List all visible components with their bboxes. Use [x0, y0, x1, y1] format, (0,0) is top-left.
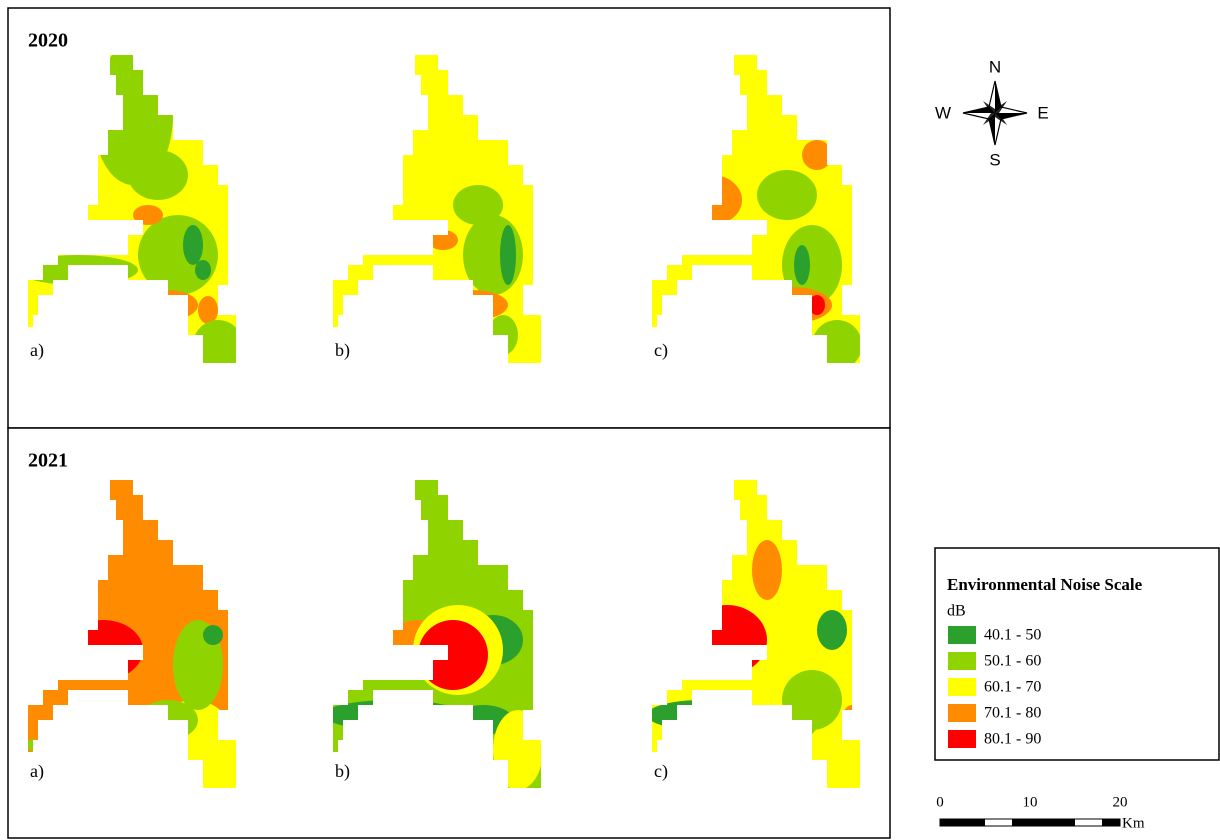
scale-segment: [1012, 819, 1030, 826]
noise-zone: [752, 540, 782, 600]
noise-zone: [133, 205, 163, 225]
map-label: c): [654, 761, 668, 782]
noise-zone: [794, 245, 810, 285]
noise-zone: [183, 225, 203, 265]
noise-zone: [453, 185, 503, 225]
scale-bar: 0 10 20 Km: [936, 794, 1145, 831]
legend-swatch: [948, 678, 976, 696]
noise-zone: [817, 610, 847, 650]
panel-year: 2021: [28, 450, 68, 472]
compass: [962, 80, 1028, 146]
legend-swatch: [948, 652, 976, 670]
scale-unit: Km: [1122, 815, 1145, 831]
noise-zone: [203, 625, 223, 645]
legend-swatch: [948, 626, 976, 644]
noise-zone: [193, 755, 236, 788]
legend-label: 60.1 - 70: [984, 679, 1041, 696]
noise-zone: [802, 140, 832, 170]
map-label: a): [30, 761, 44, 782]
noise-zone: [195, 260, 211, 280]
noise-zone: [757, 170, 817, 220]
noise-zone: [193, 320, 236, 363]
legend-box: [934, 547, 1220, 761]
legend-label: 80.1 - 90: [984, 731, 1041, 748]
legend-swatch: [948, 704, 976, 722]
scale-tick-label: 0: [936, 794, 944, 810]
compass-west: W: [935, 103, 951, 122]
map-label: c): [654, 340, 668, 361]
legend-label: 50.1 - 60: [984, 653, 1041, 670]
scale-tick-label: 10: [1023, 794, 1038, 810]
scale-segment: [1030, 819, 1075, 826]
noise-zone: [198, 296, 218, 324]
compass-north: N: [989, 57, 1001, 76]
scale-segment: [1102, 819, 1120, 826]
noise-zone: [128, 150, 188, 200]
legend-items: 40.1 - 50 50.1 - 60 60.1 - 70 70.1 - 80 80.1…: [948, 626, 1041, 748]
legend-label: 70.1 - 80: [984, 705, 1041, 722]
scale-tick-label: 20: [1113, 794, 1128, 810]
map-label: a): [30, 340, 44, 361]
noise-zone: [782, 225, 842, 305]
panel-year: 2020: [28, 30, 68, 52]
noise-map: [652, 55, 860, 363]
noise-zone: [428, 230, 458, 250]
compass-south: S: [989, 150, 1000, 169]
compass-east: E: [1037, 103, 1048, 122]
legend-label: 40.1 - 50: [984, 627, 1041, 644]
noise-zone: [809, 295, 825, 315]
noise-zone: [500, 225, 516, 285]
noise-zone: [418, 620, 488, 690]
legend-unit: dB: [947, 603, 966, 620]
map-fill: [652, 55, 860, 363]
legend-title: Environmental Noise Scale: [947, 575, 1143, 594]
scale-segment: [940, 819, 985, 826]
legend-swatch: [948, 730, 976, 748]
map-label: b): [335, 340, 350, 361]
map-label: b): [335, 761, 350, 782]
